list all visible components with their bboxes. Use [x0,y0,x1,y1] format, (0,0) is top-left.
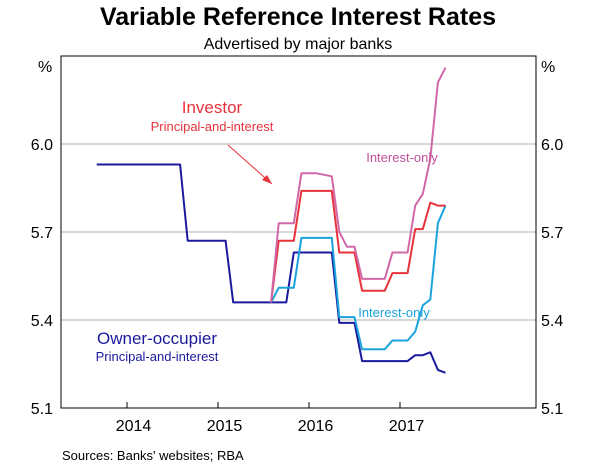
x-tick-label: 2016 [298,418,334,435]
x-ticks: 2014 2015 2016 2017 [116,402,425,435]
y-unit-right: % [541,59,555,76]
y-tick-label: 5.7 [31,225,53,242]
label-owner-sub: Principal-and-interest [96,349,219,364]
label-owner: Owner-occupier [97,329,217,348]
y-tick-label: 5.4 [541,313,563,330]
label-investor-sub: Principal-and-interest [151,119,274,134]
y-tick-label: 5.1 [541,401,563,418]
chart-subtitle: Advertised by major banks [204,36,393,53]
x-tick-label: 2017 [389,418,425,435]
y-unit-left: % [38,59,52,76]
series-line-investor_pi [270,189,446,303]
source-note: Sources: Banks' websites; RBA [62,448,244,463]
gridlines [61,143,536,321]
series-line-owner_io [270,205,447,351]
plot-frame [60,55,537,409]
series-line-owner_pi [96,163,446,374]
chart-title: Variable Reference Interest Rates [100,3,496,31]
y-tick-label: 5.1 [31,401,53,418]
series-group [96,67,447,374]
label-interest-only-lower: Interest-only [358,305,430,320]
y-tick-label: 6.0 [541,137,563,154]
label-interest-only-upper: Interest-only [366,150,438,165]
y-tick-label: 5.7 [541,225,563,242]
x-tick-label: 2014 [116,418,152,435]
label-investor: Investor [182,98,243,117]
series-line-investor_io [270,67,447,303]
y-ticks-right: 6.0 5.7 5.4 5.1 [541,137,563,418]
y-ticks-left: 6.0 5.7 5.4 5.1 [31,137,53,418]
investor-arrow-head [262,175,272,184]
y-tick-label: 5.4 [31,313,53,330]
x-tick-label: 2015 [207,418,243,435]
y-tick-label: 6.0 [31,137,53,154]
